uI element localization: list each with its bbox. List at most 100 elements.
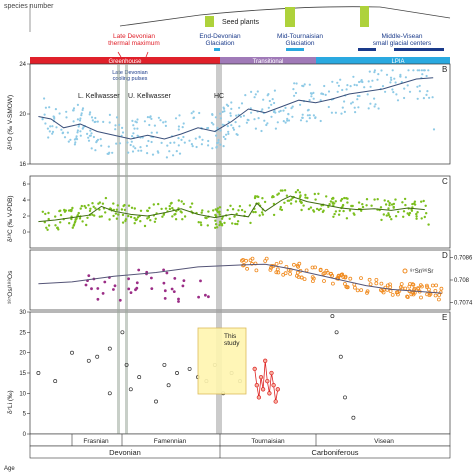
panel-e-study-point (267, 391, 272, 396)
panel-c-point (94, 207, 97, 210)
panel-c-point (422, 199, 425, 203)
panel-b-point (224, 137, 227, 141)
panel-c-point (223, 221, 226, 225)
panel-b-point (194, 137, 197, 140)
panel-b-point (215, 145, 218, 148)
panel-c-point (91, 213, 94, 216)
panel-b-point (153, 124, 156, 127)
panel-c-point (181, 218, 184, 221)
panel-b-point (69, 138, 72, 141)
panel-b-point (287, 119, 291, 122)
glaciation-bar-1 (214, 48, 220, 51)
panel-b-point (366, 93, 369, 96)
panel-b-point (423, 69, 426, 72)
panel-c-point (168, 204, 171, 208)
panel-e-point (175, 371, 179, 375)
panel-b-point (392, 91, 395, 94)
cooling-pulses-label: Late Devonian cooling pulses (112, 70, 147, 82)
panel-b-point (301, 113, 304, 116)
panel-c-point (307, 207, 311, 211)
panel-c-point (214, 214, 218, 217)
panel-b-data: 16 20 24 (19, 62, 436, 168)
panel-c-point (219, 220, 222, 223)
panel-c-point (218, 213, 221, 216)
panel-b-point (88, 113, 91, 116)
panel-c-point (392, 202, 396, 206)
panel-b-point (76, 103, 79, 106)
panel-d-os-point (173, 277, 177, 280)
panel-b-point (212, 123, 215, 126)
panel-d-sr-point (385, 283, 390, 288)
panel-b-point (266, 122, 269, 125)
sr-legend-marker (402, 268, 408, 274)
panel-c-point (352, 212, 355, 215)
panel-c-point (216, 210, 220, 214)
panel-c-point (100, 215, 104, 218)
panel-e-study-point (273, 399, 278, 404)
panel-e-point (162, 362, 167, 367)
panel-b-point (239, 115, 242, 118)
panel-c-point (84, 206, 88, 209)
panel-c-point (44, 212, 47, 216)
panel-d-sr-point (330, 273, 335, 278)
panel-b-point (327, 90, 331, 93)
panel-b-point (358, 80, 361, 84)
panel-c-point (114, 212, 118, 215)
panel-c-point (220, 224, 224, 227)
panel-b-point (43, 113, 46, 116)
panel-b-point (191, 145, 194, 148)
panel-c-point (98, 208, 101, 211)
lpia-band (316, 57, 450, 64)
panel-d-sr-point (318, 268, 323, 273)
panel-d-sr-point (322, 279, 326, 283)
panel-b-point (150, 131, 153, 134)
this-study-box (197, 327, 247, 395)
panel-c-point (317, 192, 320, 195)
panel-b-point (391, 69, 394, 72)
panel-b-point (263, 119, 266, 122)
panel-e-y-tick-label: 5 (23, 412, 27, 418)
panel-b-point (206, 127, 209, 130)
panel-c-point (407, 213, 411, 217)
glaciation-bar-2 (286, 48, 304, 51)
panel-b-point (66, 131, 69, 134)
panel-b-point (299, 119, 303, 122)
panel-b-point (75, 138, 79, 141)
panel-d-sr-point (241, 263, 246, 268)
panel-c-point (261, 197, 264, 200)
panel-b-point (219, 143, 222, 146)
panel-c-point (85, 223, 88, 227)
panel-c-point (59, 213, 63, 217)
panel-d-sr-point (379, 281, 384, 286)
panel-b-point (256, 90, 259, 93)
panel-b-point (373, 97, 376, 100)
panel-b-point (60, 128, 63, 131)
hc-label: HC (214, 93, 224, 100)
panel-c-point (279, 205, 282, 209)
panel-b-point (159, 119, 162, 122)
panel-letter-b: B (442, 65, 447, 74)
panel-d-sr-point (339, 272, 344, 277)
panel-d-sr-point (278, 260, 283, 265)
panel-b-point (219, 112, 222, 115)
panel-b-point (211, 113, 214, 116)
panel-c-point (71, 226, 75, 229)
panel-c-point (87, 204, 90, 207)
panel-d-sr-point (388, 285, 393, 290)
panel-b-point (268, 99, 271, 103)
panel-e-point (95, 354, 100, 359)
panel-b-point (129, 143, 132, 147)
panel-b-point (46, 127, 50, 130)
panel-c-point (380, 218, 383, 222)
panel-d-y2-tick-label: 0.708 (454, 278, 470, 284)
panel-c-point (59, 221, 62, 224)
panel-b-point (305, 120, 308, 123)
panel-d-sr-point (330, 281, 335, 286)
panel-b-point (226, 125, 229, 128)
panel-b-point (319, 119, 322, 123)
panel-b-point (52, 115, 55, 118)
panel-b-point (403, 87, 406, 90)
panel-c-point (41, 210, 44, 213)
panel-c-point (136, 216, 140, 219)
panel-b-point (235, 114, 238, 117)
